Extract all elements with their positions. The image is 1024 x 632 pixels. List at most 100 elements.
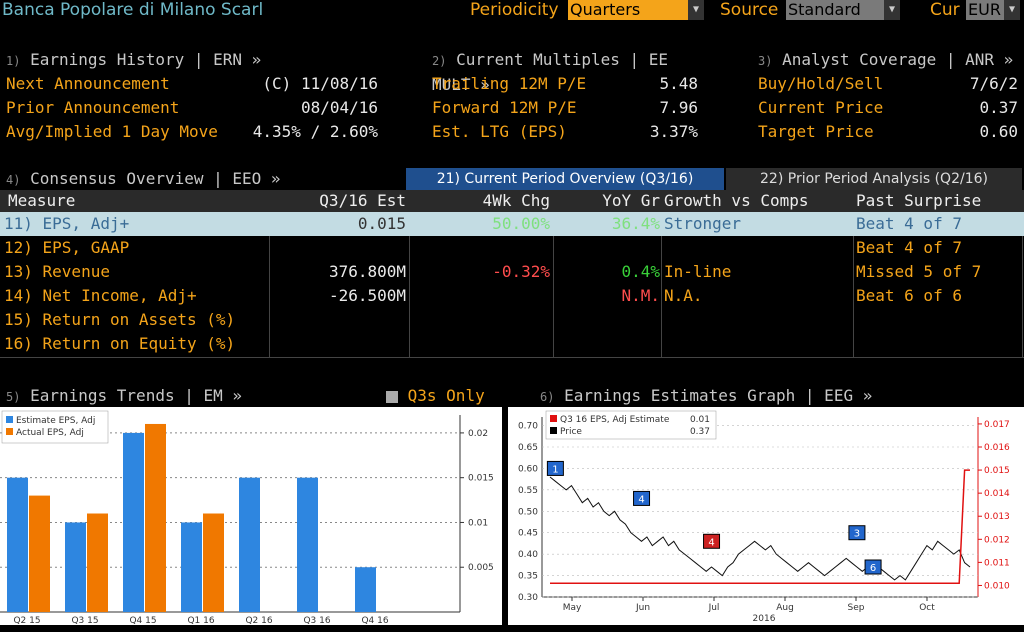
measure-cell: 16) Return on Equity (%) [4, 334, 236, 353]
periodicity-select[interactable]: Quarters [568, 0, 688, 20]
col-past-surprise[interactable]: Past Surprise [854, 190, 1024, 212]
right-tick-label: 0.010 [984, 581, 1010, 591]
legend-value: 0.01 [690, 415, 710, 425]
table-row-eps-adj[interactable]: 11) EPS, Adj+ 0.015 50.00% 36.4% Stronge… [0, 212, 1024, 236]
bar [355, 567, 376, 612]
anr-label: Current Price [758, 98, 884, 117]
table-row-roe[interactable]: 16) Return on Equity (%) [0, 332, 1024, 356]
surprise-cell: Missed 5 of 7 [856, 262, 982, 281]
y-tick-label: 0.005 [468, 563, 494, 573]
chevron-down-icon[interactable]: ▼ [688, 0, 704, 20]
legend-label: Q3 16 EPS, Adj Estimate [560, 415, 670, 425]
section-number: 1) [6, 54, 21, 68]
measure-cell: 12) EPS, GAAP [4, 238, 130, 257]
legend-swatch [550, 427, 557, 434]
anr-value: 7/6/2 [969, 74, 1018, 93]
consensus-title: Consensus Overview | EEO » [30, 169, 281, 188]
trends-header[interactable]: 5) Earnings Trends | EM » [6, 386, 242, 406]
yoy-cell: N.M. [621, 286, 660, 305]
security-name: Banca Popolare di Milano Scarl [2, 0, 264, 20]
left-tick-label: 0.65 [518, 443, 538, 453]
currency-label: Cur [930, 0, 960, 20]
x-tick-label: Q3 16 [303, 616, 330, 625]
left-tick-label: 0.50 [518, 507, 538, 517]
mult-label: Trailing 12M P/E [432, 74, 587, 93]
bar [65, 522, 86, 612]
periodicity-label: Periodicity [470, 0, 559, 20]
bar [29, 495, 50, 612]
left-tick-label: 0.70 [518, 422, 538, 432]
checkbox-icon [386, 390, 398, 403]
section-number: 3) [758, 54, 773, 68]
mult-row: Forward 12M P/E 7.96 [432, 96, 698, 120]
source-select[interactable]: Standard [786, 0, 884, 20]
x-tick-label: Q3 15 [71, 616, 98, 625]
legend-swatch [6, 428, 13, 435]
surprise-cell: Beat 6 of 6 [856, 286, 962, 305]
bar [145, 423, 166, 612]
estimate-cell: 0.015 [357, 214, 406, 233]
bar [87, 513, 108, 612]
anr-row: Target Price 0.60 [758, 120, 1018, 144]
x-tick-label: Q1 16 [187, 616, 214, 625]
yoy-cell: 0.4% [621, 262, 660, 281]
multiples-header[interactable]: 2) Current Multiples | EE MULT » [432, 48, 698, 94]
estimates-title: Earnings Estimates Graph | EEG » [564, 386, 873, 405]
left-tick-label: 0.55 [518, 486, 538, 496]
anr-row: Buy/Hold/Sell 7/6/2 [758, 72, 1018, 96]
analyst-header[interactable]: 3) Analyst Coverage | ANR » [758, 48, 1018, 72]
anr-label: Target Price [758, 122, 874, 141]
analyst-section: 3) Analyst Coverage | ANR » Buy/Hold/Sel… [758, 48, 1018, 144]
multiples-section: 2) Current Multiples | EE MULT » Trailin… [432, 48, 698, 144]
col-estimate[interactable]: Q3/16 Est [270, 190, 411, 212]
mult-value: 3.37% [649, 122, 698, 141]
tab-current-period[interactable]: 21) Current Period Overview (Q3/16) [406, 168, 724, 190]
col-yoy[interactable]: YoY Gr [554, 190, 663, 212]
consensus-header[interactable]: 4) Consensus Overview | EEO » [6, 168, 281, 190]
x-tick-label: Jul [708, 603, 720, 613]
ern-row: Avg/Implied 1 Day Move 4.35% / 2.60% [6, 120, 378, 144]
event-marker [703, 533, 721, 549]
anr-value: 0.37 [979, 98, 1018, 117]
chg-cell: -0.32% [492, 262, 550, 281]
estimate-cell: 376.800M [328, 262, 406, 281]
col-measure[interactable]: Measure [0, 190, 271, 212]
right-tick-label: 0.016 [984, 443, 1010, 453]
estimates-header[interactable]: 6) Earnings Estimates Graph | EEG » [540, 386, 872, 406]
left-tick-label: 0.40 [518, 550, 538, 560]
y-tick-label: 0.02 [468, 429, 488, 439]
chevron-down-icon[interactable]: ▼ [884, 0, 900, 20]
x-tick-label: Q4 15 [129, 616, 156, 625]
col-growth-comps[interactable]: Growth vs Comps [662, 190, 855, 212]
y-tick-label: 0.01 [468, 518, 488, 528]
earnings-history-section: 1) Earnings History | ERN » Next Announc… [6, 48, 378, 144]
table-header: Measure Q3/16 Est 4Wk Chg YoY Gr Growth … [0, 190, 1024, 212]
legend-label: Price [560, 427, 582, 437]
q3s-only-label: Q3s Only [407, 386, 485, 405]
comps-cell: N.A. [664, 286, 703, 305]
legend-swatch [6, 416, 13, 423]
x-tick-label: Aug [776, 603, 794, 613]
table-row-net-income[interactable]: 14) Net Income, Adj+ -26.500M N.M. N.A. … [0, 284, 1024, 308]
chevron-down-icon[interactable]: ▼ [1004, 0, 1020, 20]
section-number: 5) [6, 390, 21, 404]
tab-prior-period[interactable]: 22) Prior Period Analysis (Q2/16) [726, 168, 1022, 190]
earnings-trends-chart: 0.005 0.01 0.015 0.02 Q2 15 Q3 15 Q4 15 Q1 16 Q2… [0, 407, 502, 626]
earnings-history-header[interactable]: 1) Earnings History | ERN » [6, 48, 378, 72]
col-4wk-chg[interactable]: 4Wk Chg [410, 190, 555, 212]
x-tick-label: Q4 16 [361, 616, 388, 625]
section-number: 4) [6, 173, 21, 187]
bar [181, 522, 202, 612]
multiples-title: Current Multiples | EE MULT » [432, 50, 669, 94]
surprise-cell: Beat 4 of 7 [856, 238, 962, 257]
section-number: 2) [432, 54, 447, 68]
surprise-cell: Beat 4 of 7 [856, 214, 962, 233]
currency-select[interactable]: EUR [966, 0, 1004, 20]
table-row-eps-gaap[interactable]: 12) EPS, GAAP Beat 4 of 7 [0, 236, 1024, 260]
q3s-only-checkbox[interactable]: Q3s Only [386, 386, 485, 406]
table-row-roa[interactable]: 15) Return on Assets (%) [0, 308, 1024, 332]
price-line [549, 476, 971, 581]
table-row-revenue[interactable]: 13) Revenue 376.800M -0.32% 0.4% In-line… [0, 260, 1024, 284]
anr-row: Current Price 0.37 [758, 96, 1018, 120]
chg-cell: 50.00% [492, 214, 550, 233]
